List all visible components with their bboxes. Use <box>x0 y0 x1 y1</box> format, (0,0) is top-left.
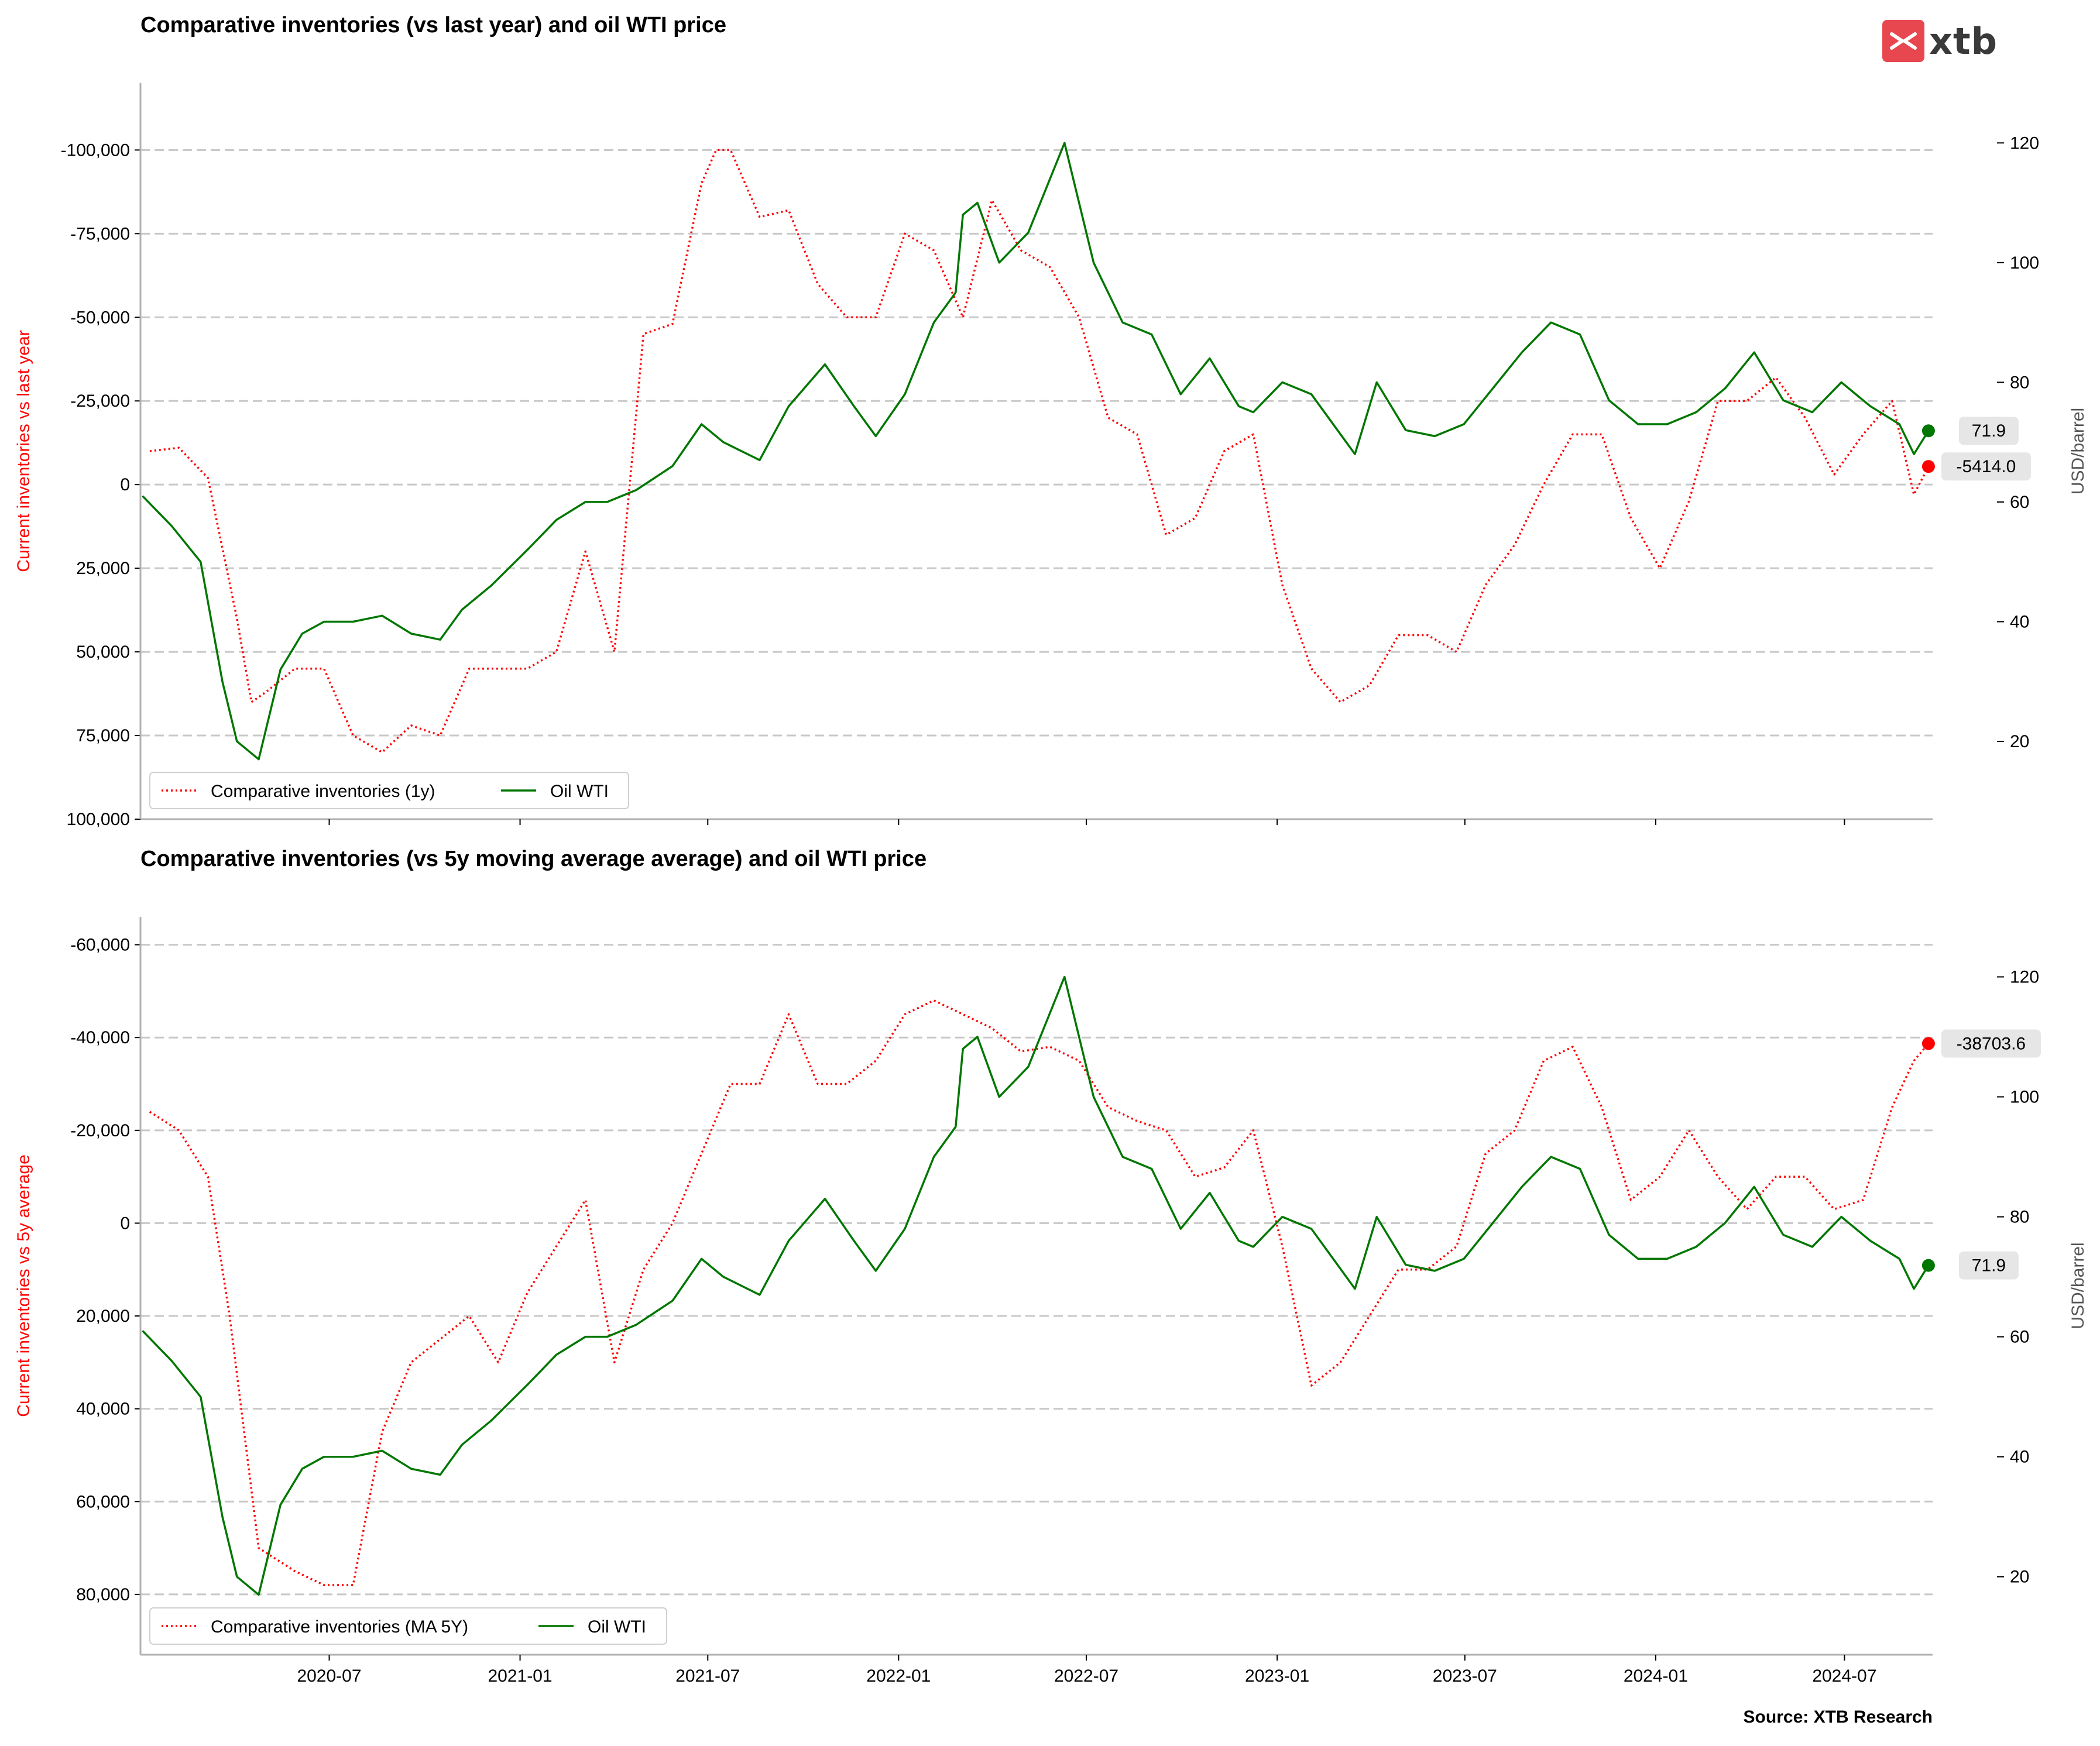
x-tick-label: 2021-01 <box>488 1666 552 1686</box>
legend-inventories-label: Comparative inventories (MA 5Y) <box>211 1617 468 1637</box>
left-tick-label: -25,000 <box>70 391 130 411</box>
inventories-last-value: -38703.6 <box>1957 1034 2026 1053</box>
xtb-logo-text: xtb <box>1929 19 1998 63</box>
inventories-last-callout <box>1941 1029 2041 1058</box>
inventories-last-value: -5414.0 <box>1957 457 2016 476</box>
legend-inventories-label: Comparative inventories (1y) <box>211 782 435 801</box>
left-tick-label: 80,000 <box>76 1585 130 1604</box>
chart-1-title: Comparative inventories (vs last year) a… <box>140 13 726 37</box>
right-tick-label: 40 <box>2010 1448 2029 1467</box>
right-tick-label: 120 <box>2010 133 2039 153</box>
legend-box <box>149 772 629 809</box>
right-tick-label: 60 <box>2010 493 2029 512</box>
left-tick-label: 75,000 <box>76 726 130 745</box>
right-tick-label: 80 <box>2010 373 2029 392</box>
x-tick-label: 2021-07 <box>675 1666 740 1686</box>
right-tick-label: 100 <box>2010 1088 2039 1107</box>
wti-last-callout <box>1958 1251 2019 1280</box>
inventories-series-line <box>149 149 1930 754</box>
left-tick-label: 60,000 <box>76 1492 130 1511</box>
left-tick-label: 40,000 <box>76 1400 130 1419</box>
xtb-logo: xtb <box>1882 18 1998 64</box>
left-tick-label: -75,000 <box>70 224 130 243</box>
left-tick-label: 50,000 <box>76 642 130 662</box>
right-tick-label: 20 <box>2010 732 2029 751</box>
x-tick-label: 2023-01 <box>1245 1666 1309 1686</box>
left-tick-label: 25,000 <box>76 559 130 578</box>
x-tick-label: 2023-07 <box>1433 1666 1497 1686</box>
legend-box <box>149 1607 667 1645</box>
right-axis-label: USD/barrel <box>2068 1242 2088 1329</box>
inventories-last-point <box>1921 460 1935 473</box>
inventories-last-callout <box>1941 452 2031 481</box>
left-axis-label: Current inventories vs 5y average <box>14 1154 33 1417</box>
left-tick-label: 100,000 <box>67 810 130 829</box>
x-tick-label: 2022-01 <box>866 1666 931 1686</box>
wti-series-line <box>142 142 1930 761</box>
left-axis-label: Current inventories vs last year <box>14 330 33 572</box>
inventories-series-line <box>149 999 1930 1586</box>
right-tick-label: 40 <box>2010 612 2029 631</box>
left-tick-label: -60,000 <box>70 936 130 955</box>
x-tick-label: 2024-07 <box>1812 1666 1876 1686</box>
left-tick-label: 20,000 <box>76 1307 130 1326</box>
right-tick-label: 20 <box>2010 1568 2029 1587</box>
chart-panel-1: 100,000 75,000 50,000 25,000 0 -25,000 -50,000… <box>14 83 2088 829</box>
x-tick-label: 2024-01 <box>1624 1666 1688 1686</box>
logo-x-icon <box>1890 32 1917 50</box>
left-tick-label: -20,000 <box>70 1121 130 1140</box>
x-tick-label: 2022-07 <box>1054 1666 1118 1686</box>
left-tick-label: -50,000 <box>70 308 130 327</box>
right-tick-label: 120 <box>2010 968 2039 987</box>
left-tick-label: 0 <box>120 475 130 494</box>
x-tick-label: 2020-07 <box>297 1666 361 1686</box>
wti-last-point <box>1921 1259 1935 1272</box>
wti-last-value: 71.9 <box>1972 421 2006 441</box>
wti-last-value: 71.9 <box>1972 1256 2006 1276</box>
left-tick-label: -100,000 <box>61 140 130 160</box>
legend-wti-label: Oil WTI <box>588 1617 646 1637</box>
chart-panel-2: 80,000 60,000 40,000 20,000 0 -20,000 -40,000 -… <box>14 917 2088 1686</box>
source-note: Source: XTB Research <box>1743 1707 1933 1727</box>
left-tick-label: 0 <box>120 1214 130 1233</box>
right-tick-label: 100 <box>2010 253 2039 273</box>
chart-2-title: Comparative inventories (vs 5y moving av… <box>140 847 927 871</box>
right-axis-label: USD/barrel <box>2068 408 2088 494</box>
inventories-last-point <box>1921 1037 1935 1050</box>
left-tick-label: -40,000 <box>70 1028 130 1047</box>
wti-last-callout <box>1958 417 2019 445</box>
legend-wti-label: Oil WTI <box>550 782 609 801</box>
right-tick-label: 80 <box>2010 1208 2029 1227</box>
wti-last-point <box>1921 424 1935 438</box>
right-tick-label: 60 <box>2010 1328 2029 1347</box>
wti-series-line <box>142 975 1930 1596</box>
xtb-logo-mark <box>1882 20 1924 62</box>
